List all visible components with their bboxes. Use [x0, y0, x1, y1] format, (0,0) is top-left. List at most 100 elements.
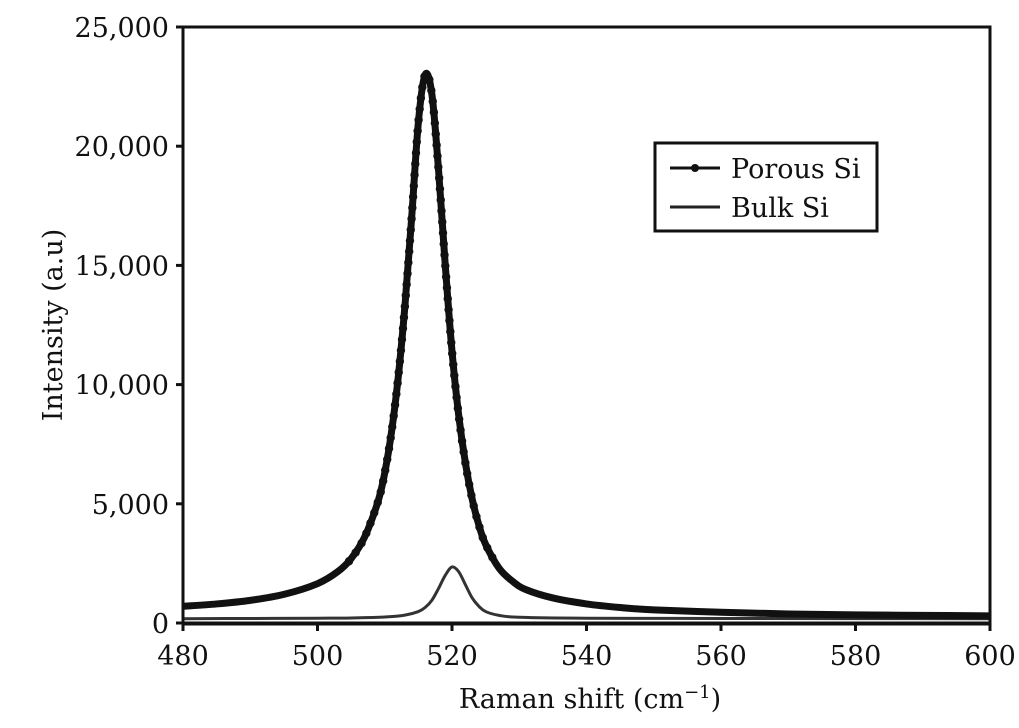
data-marker	[410, 170, 419, 180]
data-marker	[445, 316, 454, 325]
data-marker	[438, 228, 448, 238]
data-marker	[432, 140, 441, 150]
x-tick-label: 560	[695, 641, 747, 672]
data-marker	[415, 104, 424, 114]
x-tick-label: 500	[292, 641, 344, 672]
data-marker	[451, 382, 460, 391]
data-marker	[388, 422, 397, 432]
data-marker	[381, 466, 390, 475]
data-marker	[483, 543, 492, 552]
x-axis-title-main: Raman shift (cm	[459, 684, 684, 715]
y-tick-label: 5,000	[92, 490, 169, 521]
data-marker	[366, 518, 375, 528]
data-marker	[405, 236, 415, 245]
data-marker	[373, 498, 382, 507]
data-marker	[443, 294, 452, 303]
data-marker	[488, 553, 497, 562]
y-tick-label: 0	[152, 609, 169, 640]
data-marker	[449, 360, 458, 369]
data-marker	[409, 181, 419, 191]
data-marker	[448, 349, 457, 358]
legend-item-bulk-si: Bulk Si	[670, 193, 829, 224]
legend-marker-porous-si	[691, 164, 699, 172]
data-marker	[399, 313, 409, 322]
data-marker	[351, 548, 360, 557]
data-marker	[406, 225, 415, 234]
x-tick-label: 580	[830, 641, 882, 672]
y-axis-title: Intensity (a.u)	[38, 229, 69, 422]
data-marker	[389, 411, 398, 421]
data-marker	[435, 184, 445, 194]
data-marker	[454, 414, 464, 424]
data-marker	[457, 436, 467, 446]
data-marker	[370, 508, 379, 517]
data-marker	[475, 522, 484, 532]
data-marker	[441, 272, 451, 281]
data-marker	[412, 137, 421, 147]
plot-area	[183, 69, 990, 621]
x-axis-title-close: )	[711, 684, 722, 715]
data-marker	[396, 346, 406, 355]
data-marker	[456, 425, 465, 435]
data-marker	[401, 291, 410, 300]
data-marker	[390, 400, 400, 410]
series-layer	[183, 69, 990, 621]
data-marker	[478, 533, 487, 542]
data-marker	[438, 217, 447, 227]
data-marker	[404, 258, 413, 267]
data-marker	[344, 557, 354, 566]
data-marker	[440, 250, 449, 260]
x-tick-label: 540	[561, 641, 613, 672]
legend-item-porous-si: Porous Si	[670, 154, 861, 185]
x-tick-label: 480	[157, 641, 209, 672]
data-marker	[434, 173, 444, 183]
data-marker	[408, 192, 418, 201]
legend-box	[653, 141, 879, 233]
data-marker	[433, 151, 442, 161]
data-marker	[418, 83, 427, 92]
data-marker	[393, 378, 402, 388]
data-marker	[408, 203, 417, 212]
data-marker	[469, 501, 478, 511]
data-marker	[472, 512, 481, 521]
data-marker	[403, 269, 412, 278]
plot-frame	[181, 25, 992, 626]
data-marker	[411, 148, 421, 158]
data-marker	[398, 324, 408, 333]
data-marker	[442, 283, 452, 292]
data-marker	[425, 75, 434, 84]
data-marker	[376, 487, 385, 496]
data-marker	[441, 261, 450, 270]
data-marker	[386, 433, 395, 442]
data-marker	[431, 129, 440, 139]
data-marker	[464, 480, 474, 489]
data-marker	[467, 490, 476, 500]
data-marker	[395, 357, 405, 366]
data-marker	[437, 206, 446, 216]
data-marker	[453, 404, 463, 413]
y-tick-label: 20,000	[75, 132, 169, 163]
x-axis-title-sup: −1	[684, 682, 711, 703]
data-marker	[416, 93, 426, 103]
x-axis-ticks: 480 500 520 540 560 580 600	[157, 623, 1016, 672]
y-axis-ticks: 0 5,000 10,000 15,000 20,000 25,000	[75, 13, 183, 640]
data-marker	[394, 368, 403, 377]
data-marker	[411, 159, 420, 169]
data-marker	[439, 239, 448, 249]
x-axis-title: Raman shift (cm−1)	[459, 682, 721, 715]
data-marker	[429, 108, 439, 117]
data-marker	[397, 335, 407, 344]
legend-label-porous-si: Porous Si	[731, 154, 861, 185]
y-tick-label: 15,000	[75, 251, 169, 282]
data-marker	[446, 327, 455, 336]
data-marker	[362, 529, 371, 538]
data-marker	[384, 444, 394, 453]
legend-label-bulk-si: Bulk Si	[731, 193, 829, 224]
y-tick-label: 25,000	[75, 13, 169, 44]
data-marker	[447, 338, 456, 347]
data-marker	[402, 280, 411, 289]
data-marker	[430, 118, 440, 128]
data-marker	[462, 469, 472, 478]
data-marker	[452, 393, 461, 402]
